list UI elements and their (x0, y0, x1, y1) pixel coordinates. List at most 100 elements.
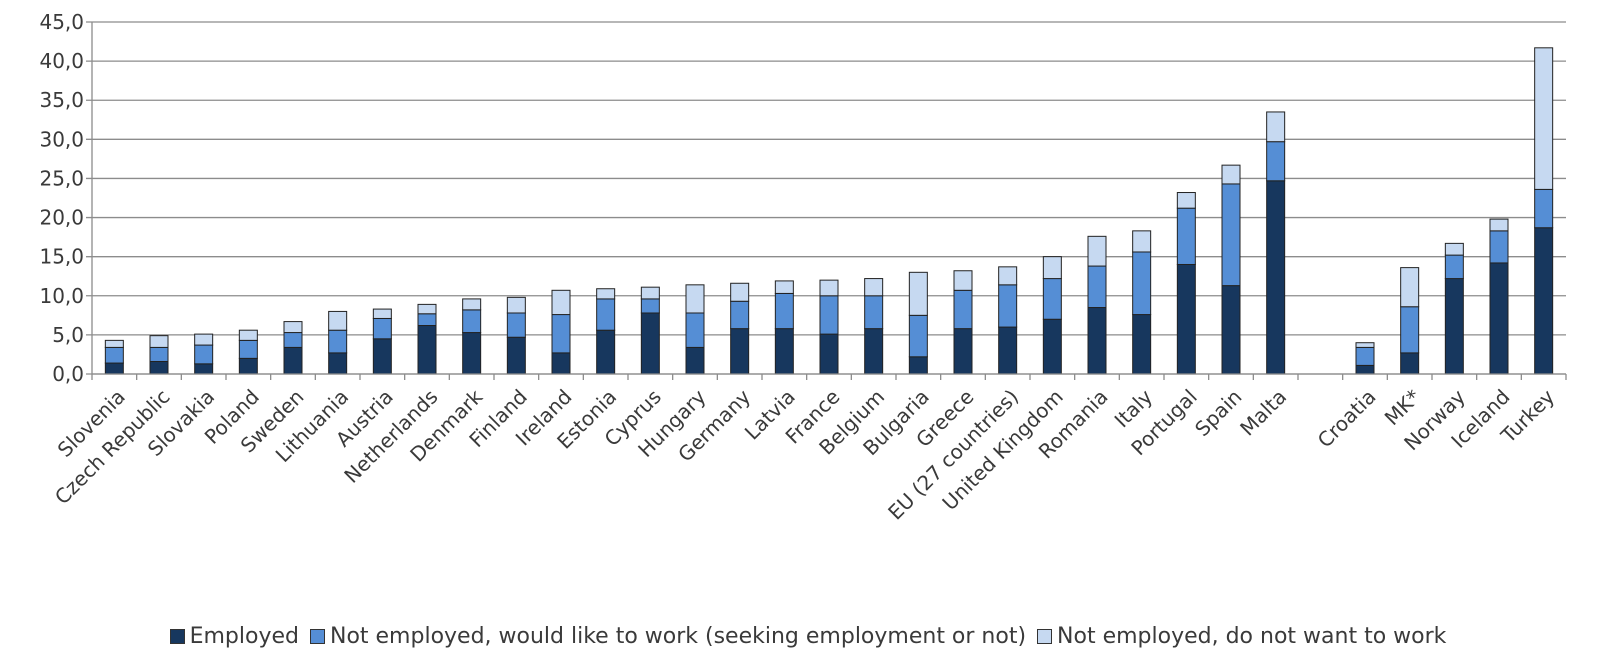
legend-item-do-not-want-to-work: Not employed, do not want to work (1037, 624, 1446, 649)
bar-segment (1087, 307, 1107, 375)
bar-segment (640, 312, 660, 375)
bar-segment (238, 339, 258, 359)
bar-segment (819, 295, 839, 335)
bar-segment (417, 303, 437, 315)
legend-label-would-like-to-work: Not employed, would like to work (seekin… (329, 624, 1027, 649)
bar-segment (283, 346, 303, 375)
bar-segment (551, 289, 571, 316)
bar-segment (1132, 230, 1152, 253)
bar-segment (774, 280, 794, 294)
bar-segment (864, 295, 884, 330)
legend-label-employed: Employed (189, 624, 299, 649)
legend-swatch-do-not-want-to-work (1037, 629, 1053, 644)
y-tick-label: 10,0 (39, 284, 84, 308)
y-tick-label: 30,0 (39, 127, 84, 151)
bar-segment (1444, 278, 1464, 375)
bar-segment (640, 286, 660, 300)
bar-segment (596, 329, 616, 375)
bar-segment (372, 308, 392, 319)
legend-item-employed: Employed (169, 624, 299, 649)
bar-segment (953, 328, 973, 375)
bar-segment (1042, 278, 1062, 320)
bar-segment (819, 279, 839, 297)
bar-segment (1489, 262, 1509, 375)
legend-item-would-like-to-work: Not employed, would like to work (seekin… (309, 624, 1027, 649)
bar-segment (149, 335, 169, 348)
bar-segment (1221, 183, 1241, 287)
bar-segment (1400, 352, 1420, 375)
bar-segment (328, 310, 348, 331)
bar-segment (685, 346, 705, 375)
bar-segment (104, 339, 124, 348)
bar-segment (283, 332, 303, 348)
bar-segment (908, 356, 928, 375)
bar-segment (730, 282, 750, 302)
bar-segment (1355, 364, 1375, 375)
y-tick-label: 15,0 (39, 245, 84, 269)
y-tick-label: 45,0 (39, 10, 84, 34)
bar-segment (998, 266, 1018, 286)
bar-segment (1400, 267, 1420, 308)
bar-segment (462, 298, 482, 311)
bar-segment (1132, 251, 1152, 316)
bar-segment (149, 360, 169, 375)
bar-segment (194, 363, 214, 375)
bar-segment (506, 336, 526, 375)
bar-segment (998, 326, 1018, 375)
y-tick-label: 40,0 (39, 49, 84, 73)
legend: Employed Not employed, would like to wor… (0, 624, 1616, 650)
bar-segment (1489, 218, 1509, 232)
bar-segment (1534, 188, 1554, 229)
y-tick-label: 20,0 (39, 206, 84, 230)
bar-segment (1221, 285, 1241, 375)
bar-segment (283, 321, 303, 334)
bar-segment (1132, 314, 1152, 375)
bar-segment (685, 312, 705, 348)
y-tick-label: 35,0 (39, 88, 84, 112)
y-tick-label: 5,0 (52, 323, 84, 347)
y-tick-label: 0,0 (52, 362, 84, 386)
bar-segment (328, 352, 348, 375)
bar-segment (864, 278, 884, 297)
bar-segment (1042, 318, 1062, 375)
y-axis-ticks: 0,0 5,0 10,0 15,0 20,0 25,0 30,0 35,0 40,0 45,0 (39, 10, 84, 386)
bar-segment (908, 314, 928, 358)
bar-segment (596, 288, 616, 300)
bar-segment (998, 284, 1018, 328)
bar-segment (1042, 256, 1062, 280)
bar-segment (908, 271, 928, 316)
bar-segment (1444, 254, 1464, 280)
legend-swatch-employed (169, 629, 185, 644)
bar-segment (1176, 263, 1196, 375)
bar-segment (1266, 141, 1286, 182)
bar-segment (953, 289, 973, 330)
bar-segment (506, 312, 526, 338)
bar-segment (194, 333, 214, 346)
bar-segment (238, 329, 258, 341)
bar-segment (462, 309, 482, 334)
x-tick-label: Malta (1235, 385, 1291, 441)
bar-segment (1444, 242, 1464, 256)
bar-segment (730, 328, 750, 375)
bar-segment (149, 346, 169, 362)
bar-segment (640, 298, 660, 314)
bar-segment (774, 328, 794, 375)
x-tick-label: Croatia (1313, 385, 1381, 453)
bar-segment (506, 296, 526, 314)
bar-segment (194, 344, 214, 365)
x-tick-label: Spain (1190, 385, 1246, 441)
bar-segment (953, 270, 973, 291)
bar-segment (1355, 342, 1375, 348)
bar-segment (1176, 192, 1196, 209)
bar-segment (1087, 265, 1107, 309)
bar-segment (730, 300, 750, 330)
bar-segment (417, 325, 437, 375)
bar-segment (551, 314, 571, 354)
bar-segment (1266, 111, 1286, 143)
bar-segment (596, 298, 616, 331)
bars (104, 47, 1554, 375)
bar-segment (328, 329, 348, 354)
bar-segment (1400, 306, 1420, 354)
bar-segment (1355, 346, 1375, 366)
bar-segment (104, 346, 124, 364)
